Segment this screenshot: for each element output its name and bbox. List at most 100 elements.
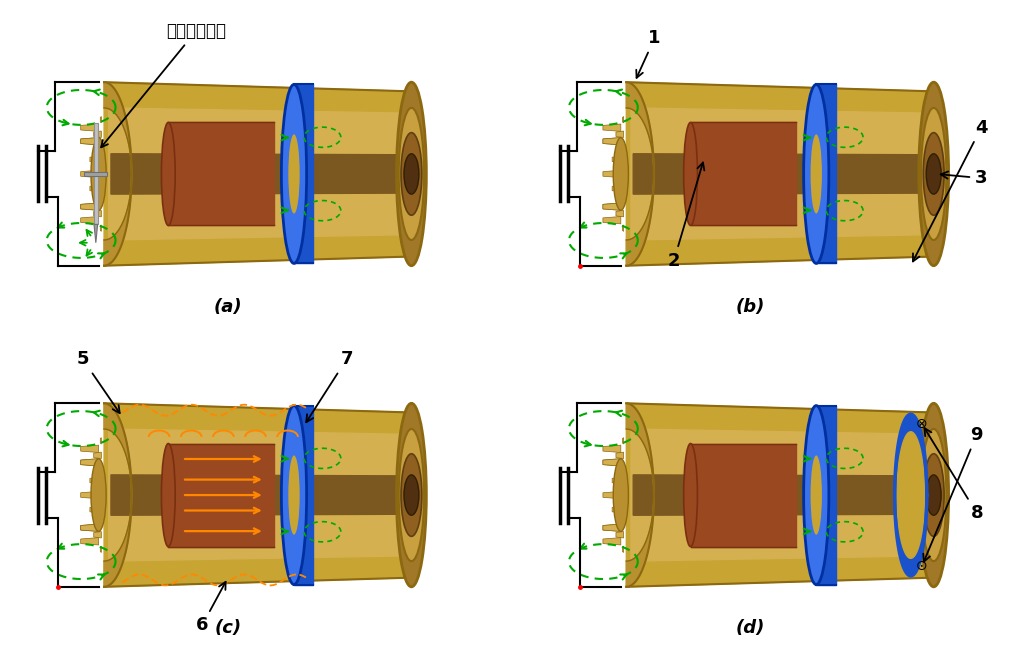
Ellipse shape: [162, 444, 175, 547]
Polygon shape: [81, 524, 98, 531]
Polygon shape: [81, 203, 98, 210]
Polygon shape: [94, 211, 101, 217]
Ellipse shape: [804, 84, 828, 264]
Ellipse shape: [91, 138, 106, 210]
Polygon shape: [603, 459, 621, 466]
Ellipse shape: [404, 475, 419, 515]
Polygon shape: [81, 459, 98, 466]
Polygon shape: [111, 154, 412, 194]
Ellipse shape: [811, 134, 822, 213]
Polygon shape: [612, 185, 624, 192]
Polygon shape: [623, 116, 624, 123]
Polygon shape: [616, 532, 624, 538]
Ellipse shape: [919, 403, 948, 587]
Ellipse shape: [613, 138, 629, 210]
Ellipse shape: [921, 429, 946, 561]
Ellipse shape: [289, 134, 300, 213]
Ellipse shape: [282, 84, 306, 264]
Polygon shape: [623, 438, 624, 444]
Polygon shape: [111, 475, 412, 515]
Polygon shape: [168, 122, 273, 225]
Text: 8: 8: [925, 428, 983, 522]
Polygon shape: [168, 444, 273, 547]
Polygon shape: [90, 506, 101, 513]
Polygon shape: [104, 82, 412, 266]
Polygon shape: [100, 116, 101, 123]
Polygon shape: [90, 156, 101, 163]
Polygon shape: [690, 444, 796, 547]
Polygon shape: [90, 185, 101, 192]
Polygon shape: [81, 217, 98, 224]
Polygon shape: [100, 225, 101, 231]
Polygon shape: [104, 82, 132, 266]
Polygon shape: [895, 414, 927, 576]
Polygon shape: [616, 211, 624, 217]
Polygon shape: [81, 492, 98, 498]
Polygon shape: [81, 445, 98, 452]
Polygon shape: [81, 124, 98, 131]
Polygon shape: [603, 138, 621, 145]
Text: (c): (c): [214, 619, 242, 637]
Ellipse shape: [398, 108, 424, 240]
Polygon shape: [94, 124, 97, 224]
Ellipse shape: [927, 475, 941, 515]
Ellipse shape: [613, 459, 629, 531]
Text: 6: 6: [196, 582, 225, 634]
Polygon shape: [81, 459, 98, 466]
Ellipse shape: [404, 154, 419, 194]
Ellipse shape: [921, 108, 946, 240]
Polygon shape: [94, 131, 101, 137]
Ellipse shape: [396, 82, 426, 266]
Polygon shape: [633, 475, 934, 515]
Polygon shape: [603, 459, 621, 466]
Polygon shape: [603, 203, 621, 210]
Polygon shape: [603, 492, 621, 498]
Ellipse shape: [924, 454, 944, 537]
Ellipse shape: [684, 122, 697, 225]
Text: 9: 9: [924, 426, 983, 562]
Text: 4: 4: [913, 118, 987, 262]
Text: (d): (d): [735, 619, 765, 637]
Ellipse shape: [401, 132, 422, 215]
Polygon shape: [81, 138, 98, 145]
Ellipse shape: [91, 459, 106, 531]
Polygon shape: [816, 405, 836, 585]
Ellipse shape: [804, 405, 828, 585]
Polygon shape: [631, 108, 932, 240]
Polygon shape: [81, 524, 98, 531]
Polygon shape: [627, 82, 934, 266]
Polygon shape: [109, 429, 410, 561]
Polygon shape: [94, 532, 101, 538]
Polygon shape: [690, 122, 796, 225]
Polygon shape: [94, 224, 97, 243]
Polygon shape: [84, 172, 108, 176]
Polygon shape: [631, 429, 932, 561]
Text: 7: 7: [306, 351, 353, 422]
Polygon shape: [100, 438, 101, 444]
Polygon shape: [616, 452, 624, 458]
Polygon shape: [603, 524, 621, 531]
Polygon shape: [90, 477, 101, 484]
Text: (a): (a): [214, 298, 243, 316]
Polygon shape: [897, 432, 925, 559]
Polygon shape: [294, 405, 313, 585]
Text: 快速加注气体: 快速加注气体: [101, 22, 226, 147]
Polygon shape: [81, 203, 98, 210]
Text: 5: 5: [77, 351, 120, 413]
Polygon shape: [603, 217, 621, 224]
Polygon shape: [294, 84, 313, 264]
Polygon shape: [627, 403, 654, 587]
Polygon shape: [603, 138, 621, 145]
Polygon shape: [623, 546, 624, 553]
Ellipse shape: [927, 154, 941, 194]
Text: 1: 1: [636, 29, 660, 78]
Polygon shape: [603, 538, 621, 545]
Ellipse shape: [401, 454, 422, 537]
Polygon shape: [104, 403, 132, 587]
Polygon shape: [612, 156, 624, 163]
Polygon shape: [100, 546, 101, 553]
Text: 2: 2: [668, 163, 705, 270]
Polygon shape: [603, 445, 621, 452]
Text: ⊗: ⊗: [916, 417, 928, 431]
Text: (b): (b): [735, 298, 765, 316]
